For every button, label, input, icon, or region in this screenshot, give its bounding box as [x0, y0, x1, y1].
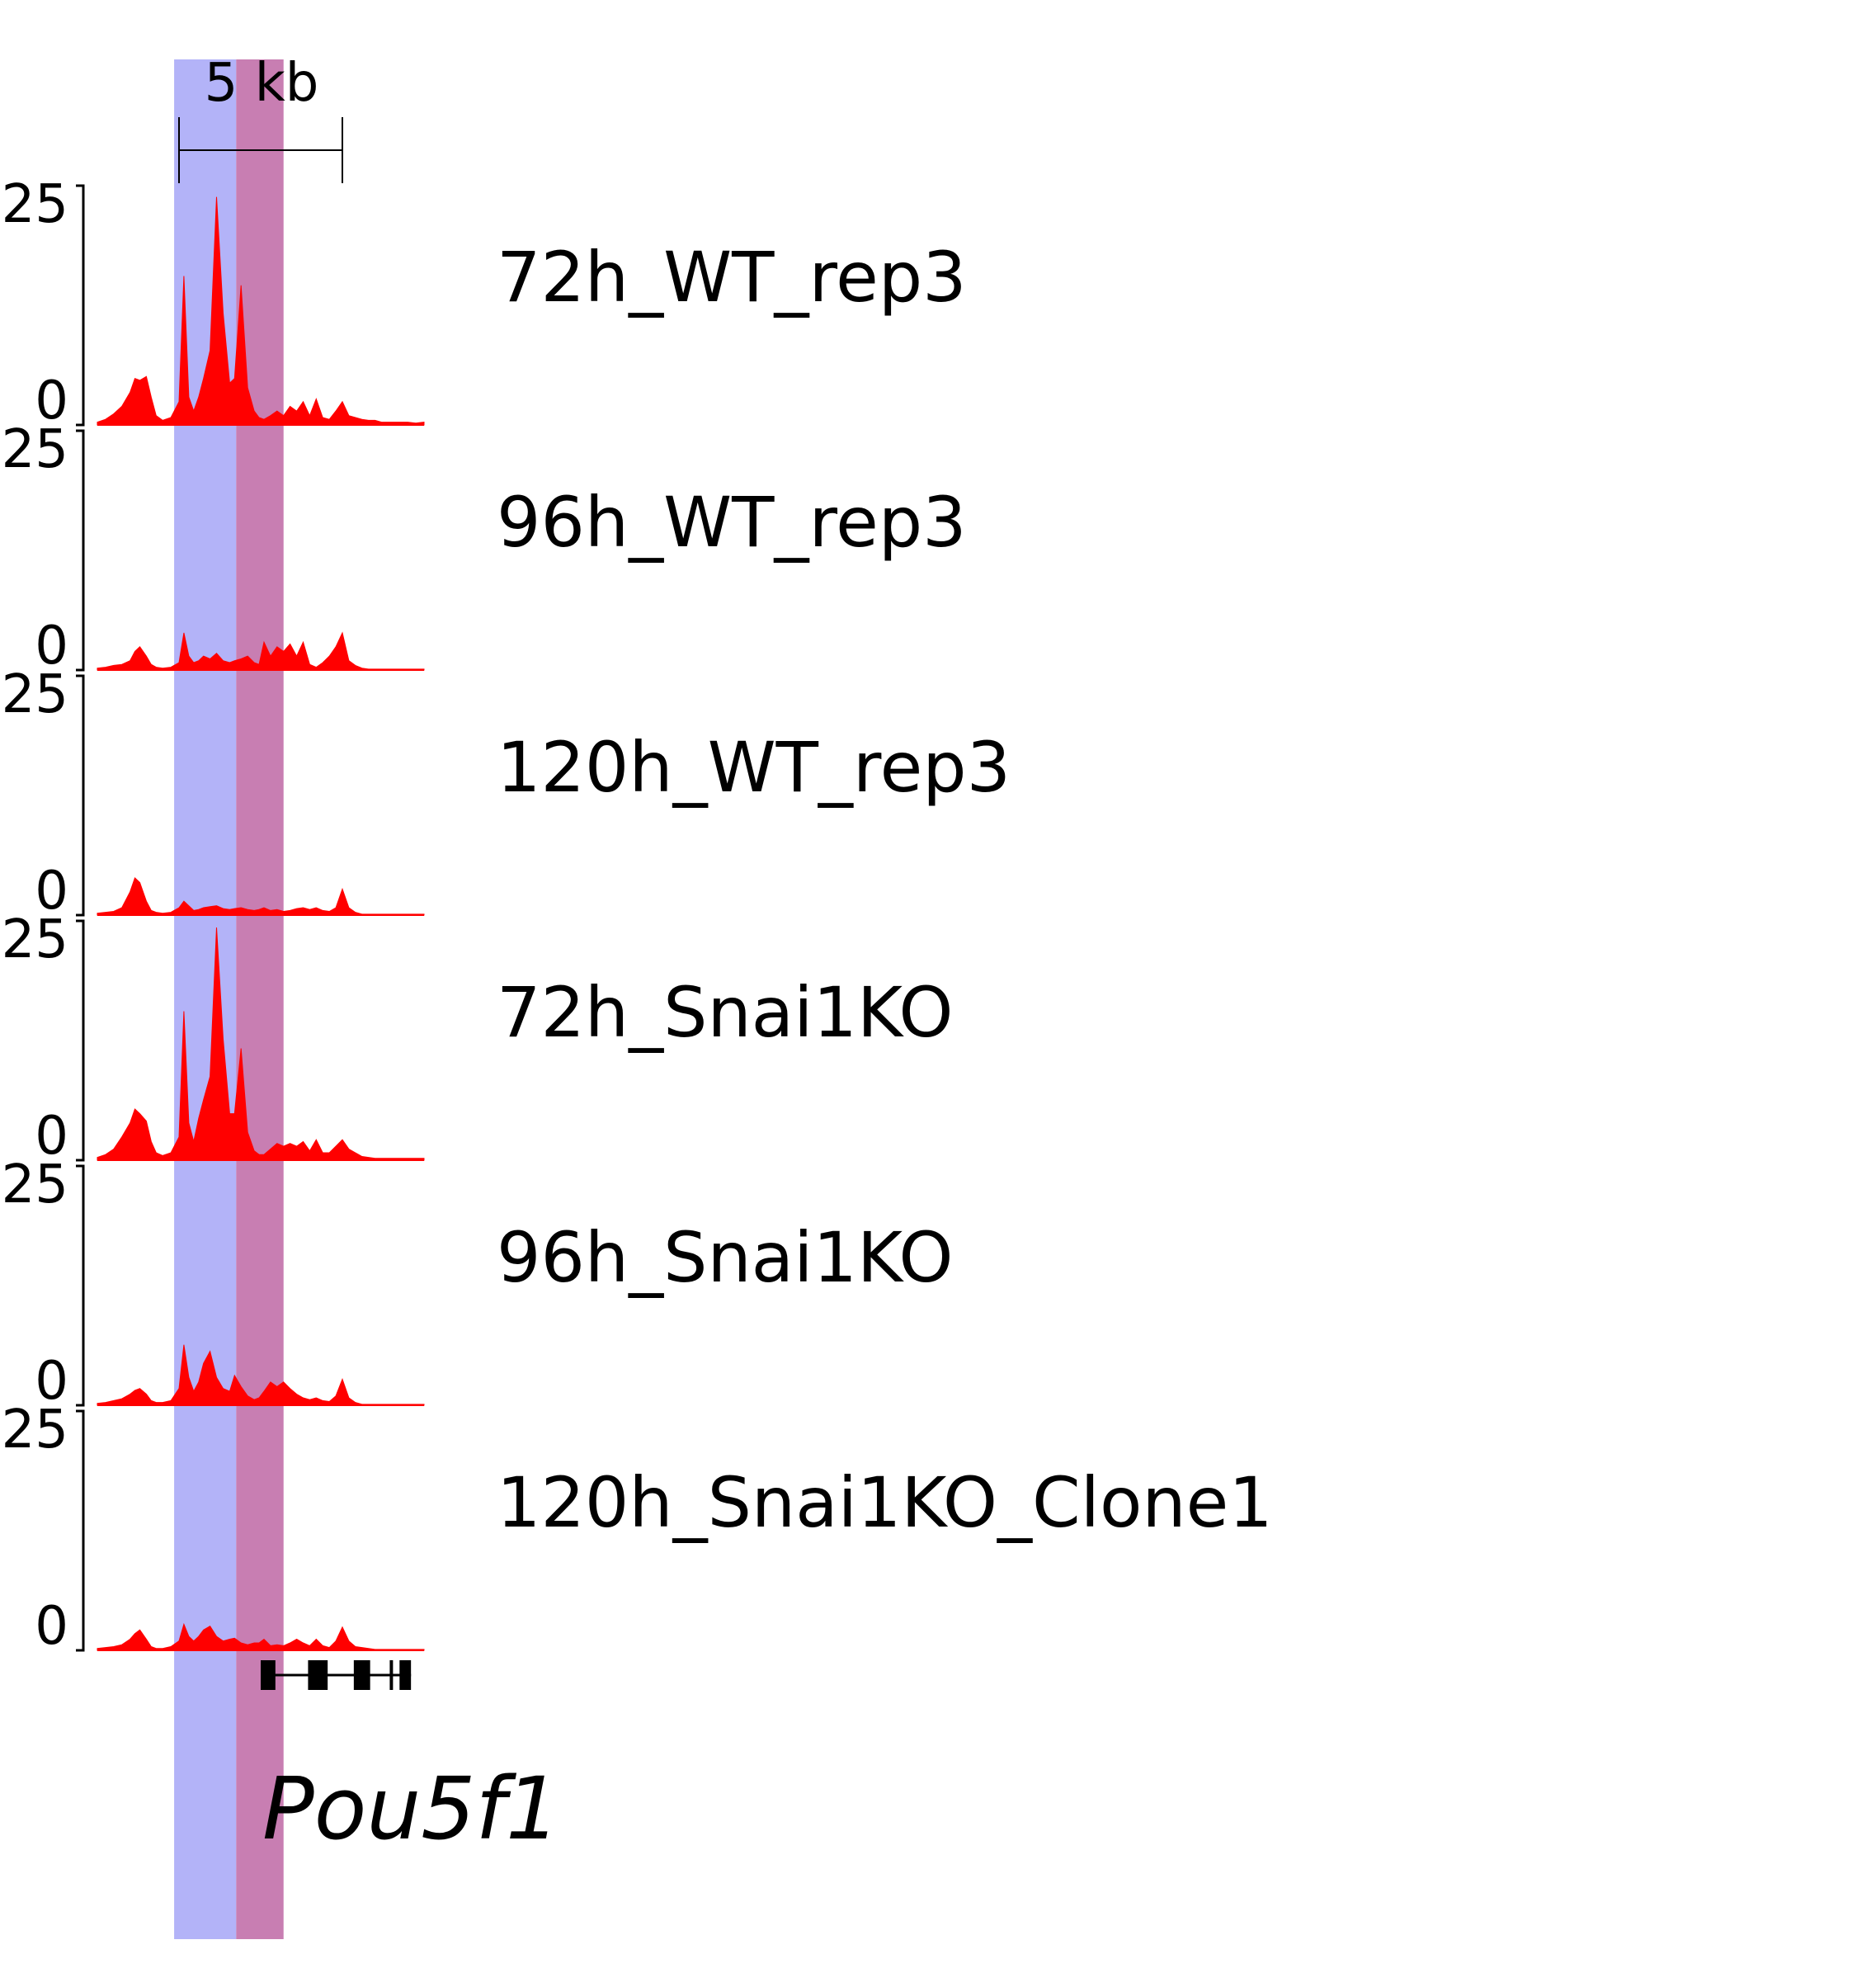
track-y-axis: [76, 674, 85, 917]
y-tick-label-min: 0: [35, 616, 68, 677]
track-label: 72h_Snai1KO: [497, 972, 954, 1053]
signal-area: [97, 631, 425, 671]
track-3: 25 0 120h_WT_rep3: [2, 664, 1011, 922]
gene-exon-3: [353, 1660, 370, 1690]
track-label: 120h_Snai1KO_Clone1: [497, 1462, 1273, 1543]
gene-exon-2: [308, 1660, 328, 1690]
scale-bar-label: 5 kb: [205, 53, 319, 114]
track-6: 25 0 120h_Snai1KO_Clone1: [2, 1399, 1273, 1657]
track-y-axis: [76, 184, 85, 427]
y-tick-label-min: 0: [35, 1351, 68, 1412]
y-tick-label-max: 25: [2, 1154, 68, 1215]
gene-exon-4: [389, 1660, 394, 1690]
signal-area: [97, 196, 425, 426]
signal-area: [97, 877, 425, 916]
y-tick-label-max: 25: [2, 419, 68, 480]
y-tick-label-min: 0: [35, 861, 68, 922]
track-y-axis: [76, 919, 85, 1162]
track-5: 25 0 96h_Snai1KO: [2, 1154, 954, 1412]
track-y-axis: [76, 1409, 85, 1652]
y-tick-label-max: 25: [2, 174, 68, 235]
y-tick-label-max: 25: [2, 1399, 68, 1461]
y-tick-label-min: 0: [35, 370, 68, 432]
gene-exon-5: [399, 1660, 412, 1690]
y-tick-label-max: 25: [2, 664, 68, 725]
track-label: 96h_WT_rep3: [497, 482, 967, 563]
scale-bar: 5 kb: [178, 53, 343, 183]
track-2: 25 0 96h_WT_rep3: [2, 419, 967, 677]
track-1: 25 0 72h_WT_rep3: [2, 174, 967, 432]
signal-tracks: 25072h_WT_rep325096h_WT_rep3250120h_WT_r…: [2, 174, 1273, 1657]
signal-area: [97, 927, 425, 1161]
track-label: 120h_WT_rep3: [497, 727, 1011, 808]
y-tick-label-min: 0: [35, 1596, 68, 1657]
track-4: 25 0 72h_Snai1KO: [2, 909, 954, 1167]
gene-exon-1: [261, 1660, 276, 1690]
track-y-axis: [76, 429, 85, 672]
y-tick-label-max: 25: [2, 909, 68, 970]
highlight-regions: [174, 59, 284, 1939]
gene-name: Pou5f1: [262, 1758, 560, 1859]
y-tick-label-min: 0: [35, 1106, 68, 1167]
track-label: 72h_WT_rep3: [497, 237, 967, 318]
signal-area: [97, 1622, 425, 1651]
track-label: 96h_Snai1KO: [497, 1217, 954, 1298]
signal-area: [97, 1344, 425, 1406]
track-y-axis: [76, 1164, 85, 1407]
gene-model: [261, 1660, 412, 1690]
